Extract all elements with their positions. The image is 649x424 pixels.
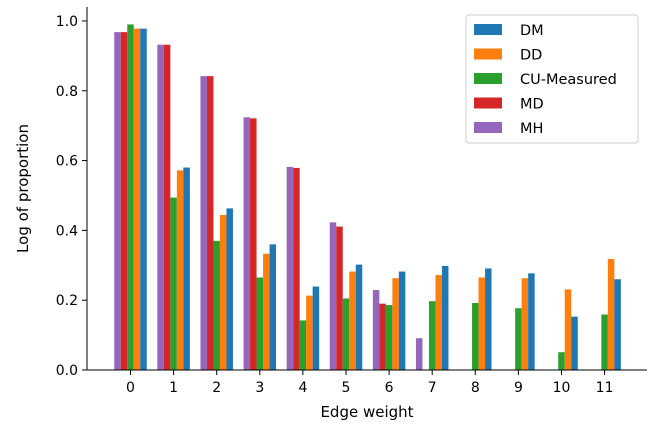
legend: DM DD CU-Measured MD MH (465, 14, 639, 144)
y-tick-label: 0.8 (56, 84, 78, 100)
bar-dd-11 (607, 259, 615, 370)
bar-dm-11 (614, 279, 621, 370)
legend-swatch-md (474, 97, 502, 109)
bar-dm-3 (269, 244, 277, 370)
x-tick-label: 11 (596, 380, 614, 396)
bar-dd-5 (349, 271, 356, 370)
legend-swatch-mh (474, 122, 502, 133)
bar-dm-8 (485, 268, 492, 370)
bar-dd-8 (478, 277, 486, 370)
bar-dd-3 (263, 253, 270, 370)
bar-mh-0 (114, 32, 121, 370)
x-axis-ticks: 0 1 2 3 4 5 6 7 8 9 10 11 (126, 370, 614, 396)
bar-cu-measured-3 (256, 277, 264, 370)
x-tick-label: 2 (212, 380, 221, 396)
legend-label-dd: DD (520, 48, 542, 64)
bar-mh-4 (286, 166, 294, 370)
legend-label-dm: DM (520, 23, 544, 39)
x-tick-label: 3 (255, 380, 264, 396)
bar-dd-0 (133, 28, 141, 370)
y-tick-label: 1.0 (56, 14, 78, 30)
bar-dd-1 (176, 170, 184, 370)
bar-md-0 (120, 32, 128, 370)
x-tick-label: 10 (553, 380, 571, 396)
legend-swatch-dd (474, 48, 502, 60)
bar-dm-0 (140, 28, 147, 370)
bar-md-5 (336, 226, 343, 370)
bar-dd-6 (392, 278, 399, 370)
bar-mh-3 (243, 117, 251, 370)
bar-dd-10 (564, 289, 572, 370)
x-tick-label: 4 (298, 380, 307, 396)
bar-md-2 (206, 76, 214, 371)
x-tick-label: 9 (514, 380, 523, 396)
y-tick-label: 0.0 (56, 363, 78, 379)
bar-cu-measured-9 (515, 308, 522, 370)
bar-dd-9 (521, 278, 529, 370)
y-tick-label: 0.6 (56, 154, 78, 170)
legend-label-mh: MH (520, 121, 543, 137)
bar-mh-1 (157, 44, 164, 370)
bar-cu-measured-8 (472, 302, 479, 370)
x-tick-label: 7 (428, 380, 437, 396)
legend-swatch-cu-measured (474, 73, 502, 84)
y-tick-label: 0.4 (56, 223, 78, 239)
bar-md-4 (293, 167, 300, 370)
x-axis-label: Edge weight (320, 403, 413, 421)
bar-dm-9 (528, 273, 535, 370)
legend-label-md: MD (520, 97, 544, 113)
x-tick-label: 0 (126, 380, 135, 396)
bar-cu-measured-2 (213, 240, 220, 370)
x-tick-label: 6 (385, 380, 394, 396)
bar-cu-measured-10 (558, 352, 565, 370)
bar-dm-2 (226, 208, 233, 370)
bars-group (114, 24, 621, 371)
bar-dm-5 (355, 264, 363, 370)
bar-cu-measured-4 (299, 320, 307, 370)
x-tick-label: 5 (342, 380, 351, 396)
x-tick-label: 1 (169, 380, 178, 396)
bar-mh-2 (200, 76, 207, 371)
bar-cu-measured-0 (127, 24, 134, 370)
bar-dd-4 (306, 295, 313, 370)
bar-mh-7 (415, 338, 423, 370)
y-tick-label: 0.2 (56, 293, 78, 309)
bar-dm-4 (312, 286, 320, 370)
bar-cu-measured-5 (342, 298, 350, 370)
bar-mh-6 (372, 290, 380, 370)
x-tick-label: 8 (471, 380, 480, 396)
bar-dd-2 (219, 215, 227, 370)
bar-dm-6 (398, 271, 406, 370)
legend-label-cu-measured: CU-Measured (520, 72, 617, 88)
bar-dm-1 (183, 167, 190, 370)
bar-mh-5 (329, 222, 337, 370)
bar-cu-measured-1 (170, 197, 177, 370)
bar-cu-measured-6 (385, 305, 393, 370)
legend-swatch-dm (474, 24, 502, 35)
bar-md-1 (163, 44, 171, 370)
bar-dd-7 (435, 275, 442, 370)
bar-dm-10 (571, 316, 578, 370)
y-axis-label: Log of proportion (14, 124, 32, 253)
bar-md-3 (250, 118, 257, 370)
bar-dm-7 (441, 265, 449, 370)
bar-cu-measured-7 (428, 301, 436, 370)
legend-frame (465, 14, 639, 144)
y-axis-ticks: 0.0 0.2 0.4 0.6 0.8 1.0 (56, 14, 87, 379)
bar-md-6 (379, 303, 386, 370)
bar-cu-measured-11 (601, 314, 608, 370)
